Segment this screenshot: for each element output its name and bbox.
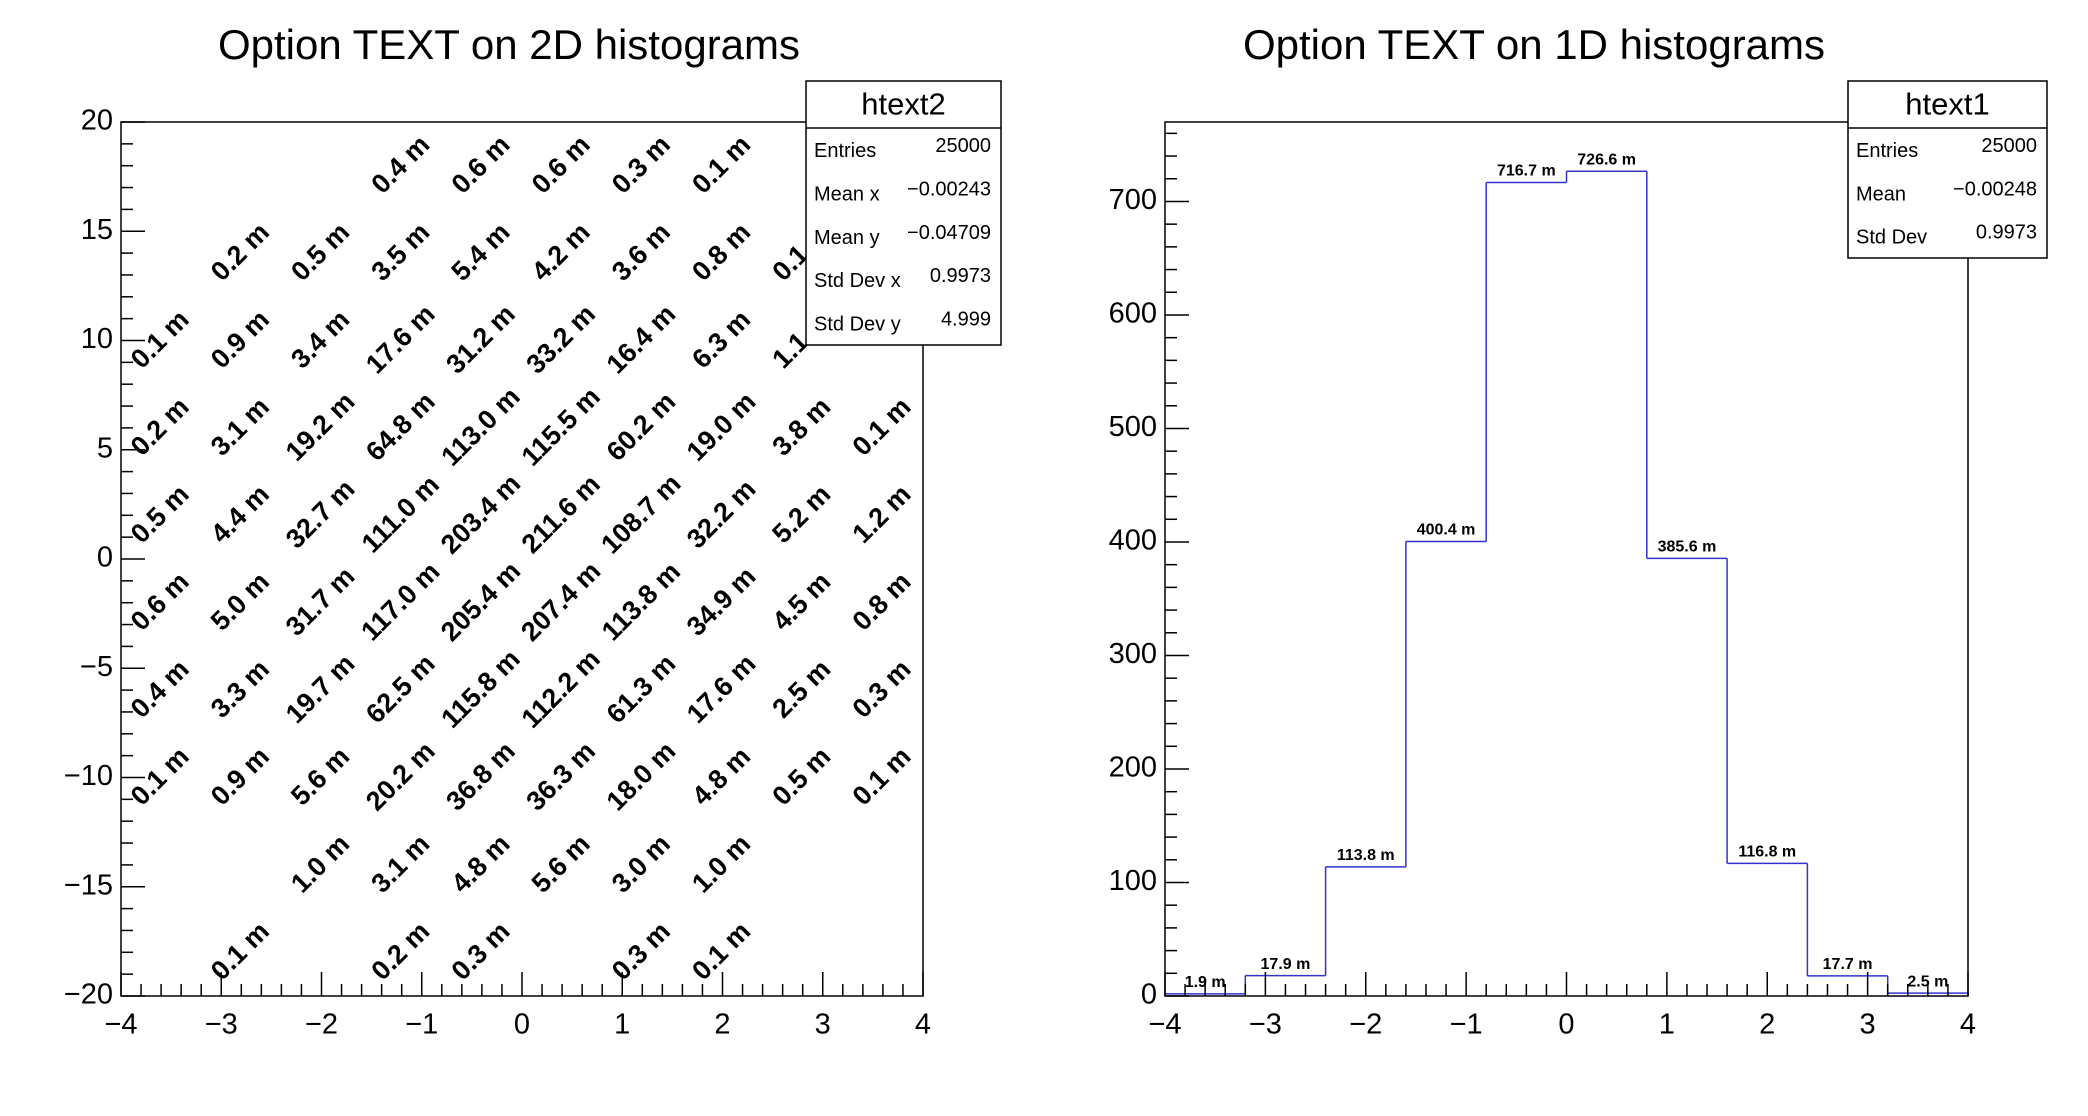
- stats-value: 0.9973: [930, 265, 991, 287]
- x-tick-label: 2: [714, 1009, 730, 1041]
- x-tick-label: −3: [205, 1009, 238, 1041]
- y-tick-label: 500: [1109, 411, 1157, 443]
- bin-label: 400.4 m: [1417, 522, 1476, 539]
- x-tick-label: 1: [614, 1009, 630, 1041]
- stats-label: Entries: [814, 140, 876, 162]
- stats-value: 0.9973: [1976, 222, 2037, 244]
- y-tick-label: 200: [1109, 752, 1157, 784]
- stats-label: Std Dev y: [814, 314, 901, 336]
- stats-box: [805, 80, 1002, 346]
- x-tick-label: −2: [305, 1009, 338, 1041]
- x-tick-label: 0: [514, 1009, 530, 1041]
- x-tick-label: 4: [1960, 1009, 1976, 1041]
- stats-label: Mean: [1856, 183, 1906, 205]
- y-tick-label: 5: [97, 432, 113, 464]
- x-tick-label: −2: [1349, 1009, 1382, 1041]
- stats-value: 25000: [935, 135, 991, 157]
- stats-label: Entries: [1856, 140, 1918, 162]
- x-tick-label: 0: [1558, 1009, 1574, 1041]
- bin-label: 385.6 m: [1658, 539, 1717, 556]
- stats-box: [1847, 80, 2048, 259]
- stats-value: 25000: [1981, 135, 2037, 157]
- y-tick-label: −10: [64, 760, 113, 792]
- x-tick-label: −1: [405, 1009, 438, 1041]
- y-tick-label: 10: [81, 323, 113, 355]
- x-tick-label: −1: [1450, 1009, 1483, 1041]
- y-tick-label: −20: [64, 979, 113, 1011]
- y-tick-label: 0: [1141, 979, 1157, 1011]
- x-tick-label: 4: [915, 1009, 931, 1041]
- stats-label: Mean x: [814, 183, 880, 205]
- y-tick-label: 400: [1109, 525, 1157, 557]
- bin-label: 716.7 m: [1497, 163, 1556, 180]
- y-tick-label: 700: [1109, 184, 1157, 216]
- y-tick-label: −5: [80, 651, 113, 683]
- bin-label: 2.5 m: [1907, 973, 1948, 990]
- stats-title: htext2: [861, 87, 945, 122]
- bin-label: 1.9 m: [1185, 974, 1226, 991]
- bin-label: 113.8 m: [1337, 847, 1395, 864]
- stats-label: Std Dev: [1856, 227, 1927, 249]
- x-tick-label: 2: [1759, 1009, 1775, 1041]
- bin-label: 17.7 m: [1823, 956, 1873, 973]
- stats-label: Mean y: [814, 227, 880, 249]
- x-tick-label: 3: [815, 1009, 831, 1041]
- y-tick-label: 100: [1109, 865, 1157, 897]
- y-tick-label: 20: [81, 105, 113, 137]
- chart-title: Option TEXT on 2D histograms: [218, 21, 800, 68]
- y-tick-label: 600: [1109, 298, 1157, 330]
- x-tick-label: −4: [104, 1009, 137, 1041]
- x-tick-label: −4: [1148, 1009, 1181, 1041]
- stats-value: −0.00248: [1953, 178, 2037, 200]
- y-tick-label: −15: [64, 869, 113, 901]
- y-tick-label: 15: [81, 214, 113, 246]
- bin-label: 116.8 m: [1738, 844, 1796, 861]
- stats-value: −0.00243: [907, 178, 991, 200]
- x-tick-label: 3: [1860, 1009, 1876, 1041]
- stats-label: Std Dev x: [814, 270, 901, 292]
- stats-value: 4.999: [941, 309, 991, 331]
- x-tick-label: −3: [1249, 1009, 1282, 1041]
- x-tick-label: 1: [1659, 1009, 1675, 1041]
- bin-label: 726.6 m: [1577, 151, 1636, 168]
- y-tick-label: 300: [1109, 638, 1157, 670]
- stats-title: htext1: [1905, 87, 1989, 122]
- y-tick-label: 0: [97, 542, 113, 574]
- stats-value: −0.04709: [907, 222, 991, 244]
- bin-label: 17.9 m: [1261, 956, 1311, 973]
- chart-title: Option TEXT on 1D histograms: [1243, 21, 1825, 68]
